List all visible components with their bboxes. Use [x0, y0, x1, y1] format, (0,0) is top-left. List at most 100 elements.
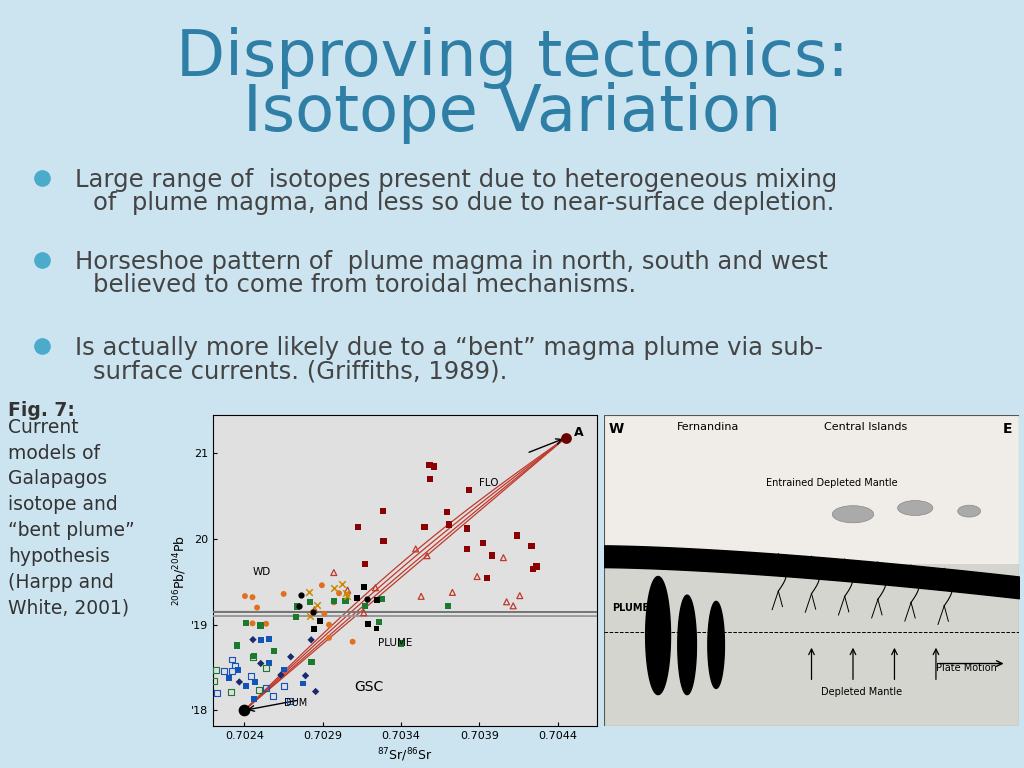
Point: [349, 591, 366, 604]
Text: GSC: GSC: [354, 680, 383, 694]
Text: PLUME: PLUME: [612, 603, 649, 613]
Point: [282, 695, 298, 707]
Point: [459, 543, 475, 555]
Point: [206, 675, 222, 687]
Point: [496, 551, 512, 564]
Point: [356, 558, 373, 570]
Point: [375, 505, 391, 518]
Point: [297, 670, 313, 682]
Point: [245, 591, 261, 604]
Point: [359, 593, 376, 605]
Point: [294, 677, 310, 690]
Point: [289, 601, 305, 613]
Point: [226, 660, 243, 672]
Ellipse shape: [957, 505, 981, 517]
Point: [231, 676, 248, 688]
Text: WD: WD: [252, 567, 270, 577]
Point: [355, 607, 372, 619]
Point: [246, 650, 262, 662]
Point: [459, 522, 475, 535]
Point: [469, 571, 485, 583]
Point: [303, 656, 319, 668]
Point: [258, 617, 274, 630]
Point: [344, 636, 360, 648]
Point: [308, 598, 325, 611]
Point: [245, 634, 261, 646]
Point: [239, 617, 255, 630]
Text: W: W: [608, 422, 624, 436]
Point: [339, 584, 355, 596]
Point: [393, 637, 410, 650]
Point: [276, 680, 293, 692]
Point: [321, 618, 337, 631]
Point: [369, 594, 385, 607]
Text: E: E: [1002, 422, 1012, 436]
Point: [337, 595, 353, 607]
Point: [313, 579, 330, 591]
Point: [243, 670, 259, 682]
Point: [331, 587, 347, 599]
Point: [229, 664, 246, 676]
Point: [302, 611, 318, 623]
Point: [245, 617, 261, 630]
Text: Is actually more likely due to a “bent” magma plume via sub-: Is actually more likely due to a “bent” …: [75, 336, 823, 360]
Y-axis label: $^{206}$Pb/$^{204}$Pb: $^{206}$Pb/$^{204}$Pb: [172, 535, 189, 606]
Text: Large range of  isotopes present due to heterogeneous mixing: Large range of isotopes present due to h…: [75, 168, 838, 192]
Point: [327, 582, 343, 594]
Ellipse shape: [898, 501, 933, 515]
Text: Fig. 7:: Fig. 7:: [8, 401, 75, 420]
Polygon shape: [678, 595, 696, 694]
Point: [304, 605, 321, 617]
Point: [247, 677, 263, 689]
Point: [426, 460, 442, 472]
Point: [357, 600, 374, 612]
Point: [237, 704, 253, 717]
Point: [528, 561, 545, 573]
Point: [461, 484, 477, 496]
Point: [557, 432, 573, 444]
Point: [479, 571, 496, 584]
Point: [439, 600, 456, 612]
Point: [360, 618, 377, 631]
Text: believed to come from toroidal mechanisms.: believed to come from toroidal mechanism…: [93, 273, 636, 297]
Point: [512, 590, 528, 602]
Point: [326, 596, 342, 608]
Point: [321, 632, 337, 644]
Text: Plate Motion: Plate Motion: [936, 664, 996, 674]
Point: [350, 521, 367, 533]
Point: [302, 596, 318, 608]
Text: DUM: DUM: [284, 698, 307, 708]
Point: [355, 581, 372, 593]
Text: surface currents. (Griffiths, 1989).: surface currents. (Griffiths, 1989).: [93, 359, 507, 383]
Point: [249, 601, 265, 614]
Point: [303, 634, 319, 646]
Point: [261, 657, 278, 669]
Point: [221, 672, 238, 684]
Point: [224, 654, 241, 666]
Point: [334, 578, 350, 590]
Point: [307, 685, 324, 697]
Text: PLUME: PLUME: [378, 638, 412, 648]
Point: [499, 596, 515, 608]
Point: [258, 662, 274, 674]
Point: [371, 616, 387, 628]
Point: [229, 640, 246, 652]
X-axis label: $^{87}$Sr/$^{86}$Sr: $^{87}$Sr/$^{86}$Sr: [377, 746, 433, 764]
Point: [293, 589, 309, 601]
Point: [337, 587, 353, 599]
Point: [237, 590, 253, 602]
Point: [326, 566, 342, 578]
Point: [291, 600, 307, 612]
Point: [422, 473, 438, 485]
Point: [339, 590, 355, 602]
Point: [275, 588, 292, 600]
Point: [417, 521, 433, 533]
Point: [369, 622, 385, 634]
Point: [301, 586, 317, 598]
Text: Isotope Variation: Isotope Variation: [243, 82, 781, 144]
Point: [524, 563, 541, 575]
Point: [251, 684, 267, 696]
Text: Current
models of
Galapagos
isotope and
“bent plume”
hypothesis
(Harpp and
White: Current models of Galapagos isotope and …: [8, 418, 134, 617]
Point: [272, 669, 289, 681]
Point: [257, 682, 273, 694]
